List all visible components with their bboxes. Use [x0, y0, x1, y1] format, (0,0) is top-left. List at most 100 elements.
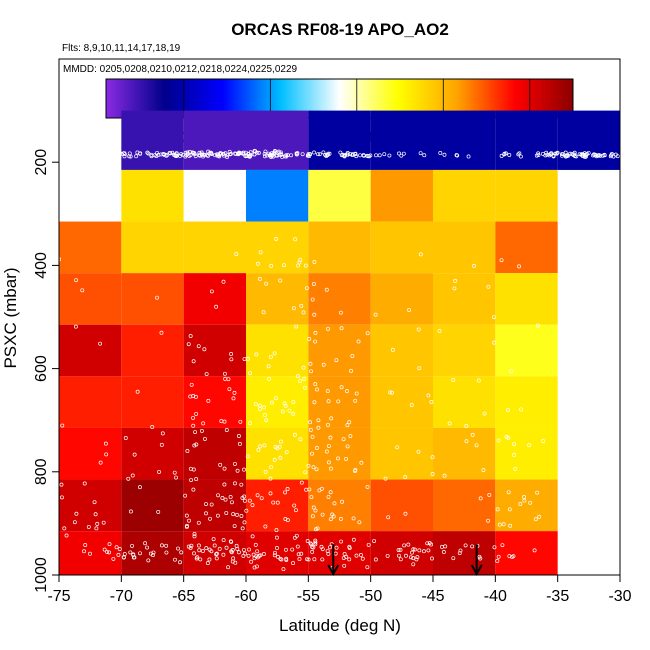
observation-point [348, 434, 353, 439]
observation-point [295, 151, 300, 156]
observation-point [517, 151, 522, 156]
heatmap-cell [308, 273, 371, 325]
observation-point [415, 555, 420, 560]
observation-point [389, 390, 394, 395]
observation-point [207, 557, 212, 562]
observation-point [275, 446, 280, 451]
observation-point [189, 478, 194, 483]
observation-point [198, 557, 203, 562]
observation-point [222, 482, 227, 487]
observation-point [354, 154, 359, 159]
observation-point [82, 481, 87, 486]
heatmap-cell [183, 479, 246, 532]
observation-point [324, 287, 329, 292]
observation-point [396, 553, 401, 558]
observation-point [173, 153, 178, 158]
observation-point [292, 535, 297, 540]
y-tick-label: 200 [33, 149, 50, 176]
observation-point [608, 154, 613, 159]
observation-point [300, 152, 305, 157]
observation-point [267, 376, 271, 381]
observation-point [303, 470, 308, 475]
observation-point [192, 152, 197, 157]
observation-point [299, 303, 304, 308]
observation-point [290, 547, 295, 552]
observation-point [232, 461, 237, 466]
observation-point [312, 260, 317, 264]
observation-point [187, 518, 191, 523]
observation-point [362, 153, 366, 158]
observation-point [518, 502, 523, 506]
y-tick-label: 1000 [33, 557, 50, 593]
observation-point [402, 543, 407, 548]
observation-point [313, 382, 318, 387]
observation-point [443, 544, 448, 549]
observation-point [146, 558, 151, 563]
x-axis-label: Latitude (deg N) [279, 616, 401, 635]
observation-point [311, 545, 316, 550]
observation-point [107, 542, 112, 547]
observation-point [130, 543, 135, 548]
observation-point [138, 151, 143, 156]
observation-point [229, 550, 234, 555]
observation-point [509, 369, 514, 374]
observation-point [336, 456, 340, 461]
observation-point [191, 487, 196, 492]
observation-point [145, 150, 150, 155]
observation-point [511, 554, 516, 559]
observation-point [179, 152, 184, 157]
observation-point [554, 151, 559, 156]
observation-point [298, 378, 303, 383]
observation-point [299, 551, 304, 556]
observation-point [291, 306, 296, 311]
observation-point [128, 550, 133, 555]
heatmap-cell [246, 110, 309, 170]
observation-point [486, 284, 491, 289]
observation-point [365, 484, 370, 489]
observation-point [353, 398, 358, 403]
observation-point [463, 543, 468, 548]
observation-point [217, 154, 222, 159]
observation-point [308, 152, 313, 157]
heatmap-cell [495, 479, 558, 532]
observation-point [464, 424, 469, 429]
observation-point [232, 524, 237, 528]
observation-point [532, 548, 537, 553]
observation-point [209, 502, 214, 507]
observation-point [535, 490, 540, 495]
heatmap-cell [121, 427, 184, 480]
observation-point [258, 553, 263, 558]
observation-point [528, 500, 533, 505]
heatmap-cell [121, 324, 184, 377]
observation-point [360, 556, 365, 561]
observation-point [401, 151, 406, 156]
observation-point [313, 339, 318, 344]
observation-point [247, 547, 251, 552]
observation-point [262, 443, 267, 448]
heatmap-cell [59, 273, 122, 325]
observation-point [536, 153, 541, 158]
observation-point [156, 152, 161, 157]
observation-point [283, 517, 288, 521]
observation-point [365, 565, 370, 570]
observation-point [313, 330, 318, 335]
observation-point [315, 387, 320, 392]
observation-point [313, 542, 318, 547]
observation-point [205, 153, 209, 158]
observation-point [165, 152, 170, 157]
observation-point [102, 547, 107, 552]
observation-point [231, 512, 236, 517]
observation-point [308, 541, 313, 546]
observation-point [291, 411, 296, 416]
observation-point [308, 427, 313, 432]
observation-point [291, 561, 296, 566]
heatmap-cell [495, 273, 558, 325]
observation-point [178, 560, 182, 565]
observation-point [310, 297, 315, 302]
heatmap-cell [308, 110, 371, 170]
observation-point [339, 539, 344, 544]
observation-point [495, 507, 500, 512]
observation-point [397, 151, 402, 156]
observation-point [188, 153, 193, 157]
observation-point [222, 466, 227, 471]
